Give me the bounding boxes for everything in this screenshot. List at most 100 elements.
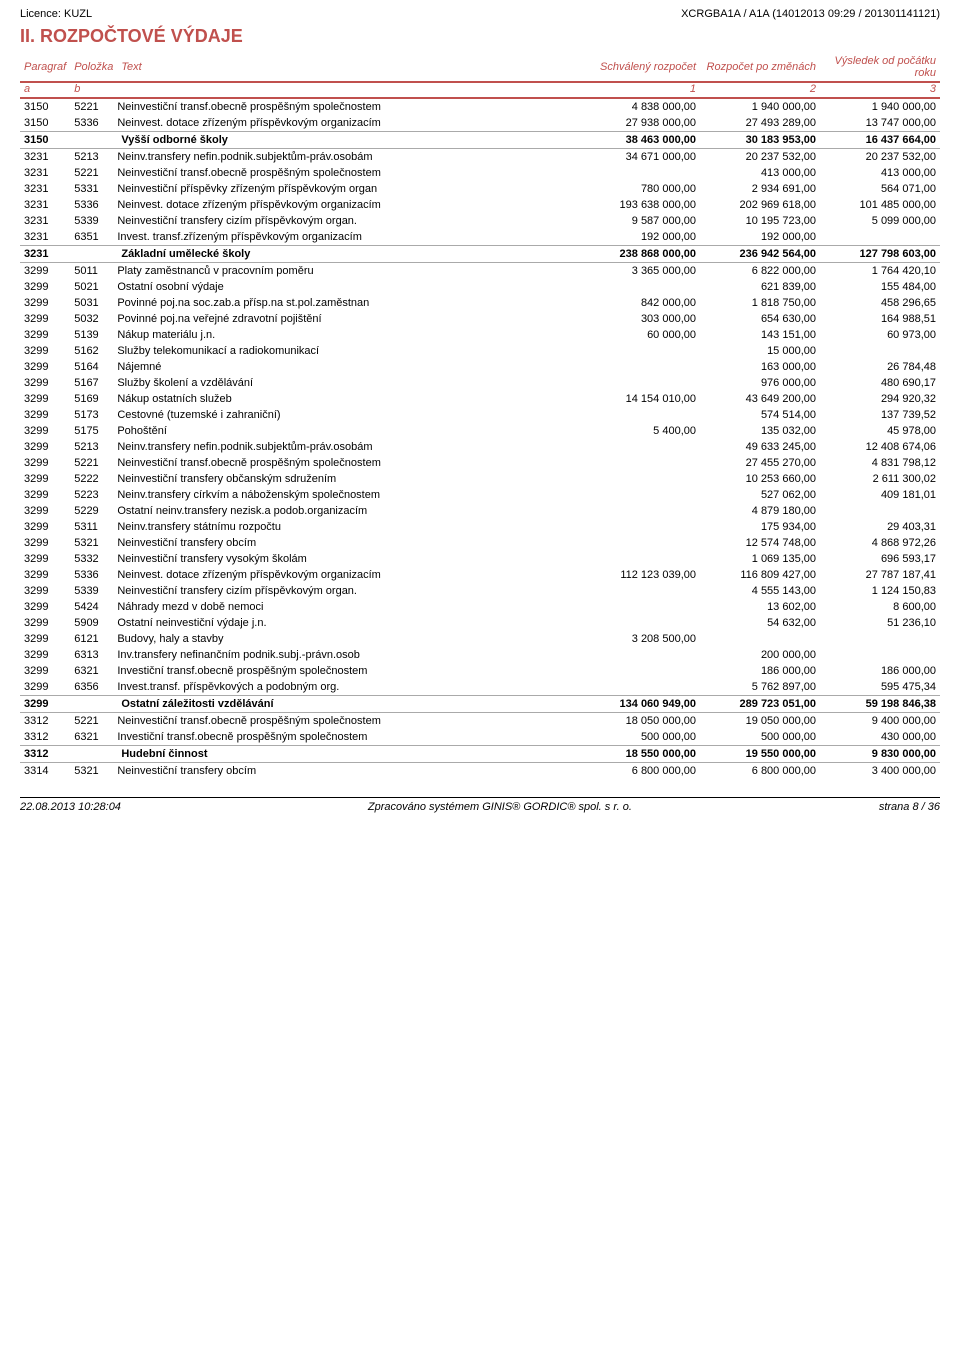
- sub-a: a: [20, 82, 70, 98]
- cell-polozka: 5213: [70, 149, 117, 166]
- document-header: Licence: KUZL XCRGBA1A / A1A (14012013 0…: [20, 8, 940, 20]
- cell-v2: 163 000,00: [700, 359, 820, 375]
- table-row: 32995011Platy zaměstnanců v pracovním po…: [20, 263, 940, 280]
- sub-3: 3: [820, 82, 940, 98]
- cell-text: Investiční transf.obecně prospěšným spol…: [117, 663, 580, 679]
- col-schvaleny: Schválený rozpočet: [580, 53, 700, 82]
- table-row: 32995229Ostatní neinv.transfery nezisk.a…: [20, 503, 940, 519]
- cell-paragraf: 3312: [20, 729, 70, 746]
- cell-polozka: 5229: [70, 503, 117, 519]
- cell-v2: 49 633 245,00: [700, 439, 820, 455]
- cell-v1: [580, 487, 700, 503]
- table-row: 32995164Nájemné163 000,0026 784,48: [20, 359, 940, 375]
- cell-paragraf: 3299: [20, 663, 70, 679]
- cell-paragraf: 3299: [20, 567, 70, 583]
- cell-text: Ostatní neinvestiční výdaje j.n.: [117, 615, 580, 631]
- cell-polozka: 5031: [70, 295, 117, 311]
- cell-v3: 12 408 674,06: [820, 439, 940, 455]
- cell-polozka: 5173: [70, 407, 117, 423]
- cell-v1: 192 000,00: [580, 229, 700, 246]
- cell-v2: 574 514,00: [700, 407, 820, 423]
- cell-v1: 9 587 000,00: [580, 213, 700, 229]
- cell-text: Nákup ostatních služeb: [117, 391, 580, 407]
- cell-text: Neinvest. dotace zřízeným příspěvkovým o…: [117, 197, 580, 213]
- table-row: 32995336Neinvest. dotace zřízeným příspě…: [20, 567, 940, 583]
- cell-v3: [820, 503, 940, 519]
- cell-v2: 621 839,00: [700, 279, 820, 295]
- cell-text: Neinvestiční příspěvky zřízeným příspěvk…: [117, 181, 580, 197]
- cell-v1: [580, 471, 700, 487]
- table-row: 32996313Inv.transfery nefinančním podnik…: [20, 647, 940, 663]
- cell-text: Inv.transfery nefinančním podnik.subj.-p…: [117, 647, 580, 663]
- cell-v2: 43 649 200,00: [700, 391, 820, 407]
- cell-text: Neinv.transfery státnímu rozpočtu: [117, 519, 580, 535]
- cell-text: Povinné poj.na veřejné zdravotní pojiště…: [117, 311, 580, 327]
- cell-v1: [580, 615, 700, 631]
- cell-v3: 186 000,00: [820, 663, 940, 679]
- cell-polozka: 5011: [70, 263, 117, 280]
- cell-polozka: 5336: [70, 115, 117, 132]
- cell-paragraf: 3150: [20, 115, 70, 132]
- cell-v2: 4 879 180,00: [700, 503, 820, 519]
- cell-v2: 500 000,00: [700, 729, 820, 746]
- cell-polozka: 5321: [70, 535, 117, 551]
- cell-polozka: 5162: [70, 343, 117, 359]
- sub-b: b: [70, 82, 117, 98]
- cell-text: Investiční transf.obecně prospěšným spol…: [117, 729, 580, 746]
- cell-paragraf: 3299: [20, 439, 70, 455]
- cell-v2: 976 000,00: [700, 375, 820, 391]
- cell-v2: 27 455 270,00: [700, 455, 820, 471]
- cell-v1: [580, 679, 700, 696]
- cell-polozka: 6321: [70, 663, 117, 679]
- cell-v3: 294 920,32: [820, 391, 940, 407]
- col-po-zmenach: Rozpočet po změnách: [700, 53, 820, 82]
- cell-v2: 15 000,00: [700, 343, 820, 359]
- licence-label: Licence: KUZL: [20, 8, 92, 20]
- cell-v3: 8 600,00: [820, 599, 940, 615]
- cell-v1: [580, 165, 700, 181]
- cell-polozka: 5336: [70, 197, 117, 213]
- cell-v1: 18 550 000,00: [580, 746, 700, 763]
- table-row: 33125221Neinvestiční transf.obecně prosp…: [20, 713, 940, 730]
- cell-v3: 4 831 798,12: [820, 455, 940, 471]
- cell-v3: [820, 647, 940, 663]
- cell-v1: [580, 519, 700, 535]
- cell-text: Neinv.transfery církvím a náboženským sp…: [117, 487, 580, 503]
- cell-v3: 1 940 000,00: [820, 98, 940, 115]
- cell-paragraf: 3299: [20, 487, 70, 503]
- cell-polozka: 5032: [70, 311, 117, 327]
- table-group-row: 3312Hudební činnost18 550 000,0019 550 0…: [20, 746, 940, 763]
- cell-polozka: 5331: [70, 181, 117, 197]
- cell-v2: 413 000,00: [700, 165, 820, 181]
- cell-v2: 19 550 000,00: [700, 746, 820, 763]
- table-row: 32995139Nákup materiálu j.n.60 000,00143…: [20, 327, 940, 343]
- cell-v3: 13 747 000,00: [820, 115, 940, 132]
- cell-v2: 2 934 691,00: [700, 181, 820, 197]
- cell-text: Neinvestiční transfery cizím příspěvkový…: [117, 213, 580, 229]
- cell-paragraf: 3299: [20, 343, 70, 359]
- cell-text: Neinvestiční transfery cizím příspěvkový…: [117, 583, 580, 599]
- cell-v3: 20 237 532,00: [820, 149, 940, 166]
- cell-v3: 26 784,48: [820, 359, 940, 375]
- cell-v3: 101 485 000,00: [820, 197, 940, 213]
- cell-v1: [580, 503, 700, 519]
- cell-paragraf: 3231: [20, 246, 70, 263]
- cell-v1: 27 938 000,00: [580, 115, 700, 132]
- cell-paragraf: 3299: [20, 519, 70, 535]
- cell-polozka: 5311: [70, 519, 117, 535]
- cell-v1: 5 400,00: [580, 423, 700, 439]
- cell-v1: 780 000,00: [580, 181, 700, 197]
- cell-v1: 4 838 000,00: [580, 98, 700, 115]
- cell-v3: 595 475,34: [820, 679, 940, 696]
- cell-polozka: 6356: [70, 679, 117, 696]
- cell-polozka: 5221: [70, 455, 117, 471]
- cell-polozka: 5339: [70, 213, 117, 229]
- cell-v2: 135 032,00: [700, 423, 820, 439]
- cell-polozka: 5164: [70, 359, 117, 375]
- cell-v2: 1 818 750,00: [700, 295, 820, 311]
- cell-v2: 19 050 000,00: [700, 713, 820, 730]
- cell-v3: 45 978,00: [820, 423, 940, 439]
- cell-v3: 137 739,52: [820, 407, 940, 423]
- cell-paragraf: 3231: [20, 213, 70, 229]
- cell-paragraf: 3299: [20, 311, 70, 327]
